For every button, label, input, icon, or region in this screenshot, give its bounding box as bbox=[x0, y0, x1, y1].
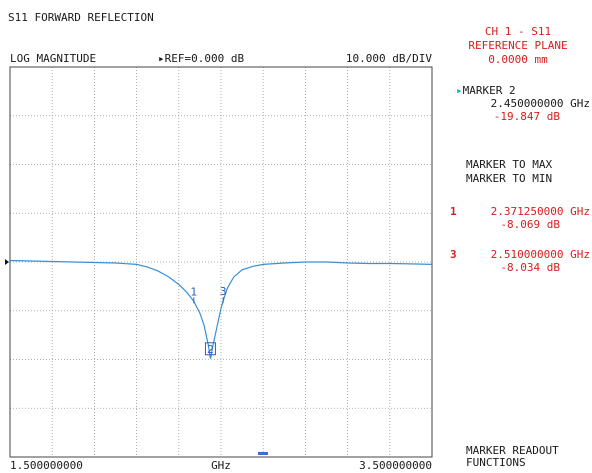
display-title: S11 FORWARD REFLECTION bbox=[8, 11, 154, 24]
marker-1-label: 1 bbox=[190, 285, 197, 298]
stop-frequency: 3.500000000 bbox=[359, 459, 432, 472]
active-marker-value: -19.847 dB bbox=[493, 110, 560, 123]
marker-3-number: 3 bbox=[450, 248, 457, 261]
marker-2-label: 2 bbox=[207, 343, 214, 356]
active-marker-softkey[interactable]: ▸MARKER 2 bbox=[456, 85, 516, 97]
marker-1-frequency: 2.371250000 GHz bbox=[490, 205, 590, 218]
reference-value: REF=0.000 dB bbox=[164, 52, 245, 65]
active-marker-pointer-icon: ▸ bbox=[456, 84, 463, 97]
reference-pointer-icon: ▸ bbox=[158, 52, 165, 65]
reference-plane-label: REFERENCE PLANE bbox=[468, 39, 568, 52]
readout-functions-line-1: MARKER READOUT bbox=[466, 444, 559, 457]
start-frequency: 1.500000000 bbox=[10, 459, 83, 472]
trace-line bbox=[9, 259, 433, 359]
active-marker-frequency: 2.450000000 GHz bbox=[490, 97, 590, 110]
marker-2-box bbox=[204, 342, 216, 356]
readout-functions-line-2: FUNCTIONS bbox=[466, 456, 526, 469]
graticule bbox=[10, 67, 432, 457]
marker-to-max-softkey[interactable]: MARKER TO MAX bbox=[466, 158, 553, 171]
marker-1-number: 1 bbox=[450, 205, 457, 218]
marker-to-min-softkey[interactable]: MARKER TO MIN bbox=[466, 172, 553, 185]
marker-3-frequency: 2.510000000 GHz bbox=[490, 248, 590, 261]
sweep-position-indicator bbox=[258, 452, 268, 455]
plot-frame bbox=[9, 66, 433, 458]
reference-plane-value: 0.0000 mm bbox=[488, 53, 548, 66]
active-marker-label: MARKER 2 bbox=[462, 84, 516, 97]
frequency-unit: GHz bbox=[211, 459, 231, 472]
trace-markers: 1 2 3 bbox=[190, 285, 226, 356]
marker-1-value: -8.069 dB bbox=[500, 218, 560, 231]
marker-readout-functions-softkey[interactable]: MARKER READOUT FUNCTIONS bbox=[466, 445, 559, 469]
reference-level-arrow bbox=[5, 259, 9, 265]
scale-readout: 10.000 dB/DIV bbox=[345, 52, 432, 65]
format-label: LOG MAGNITUDE bbox=[10, 52, 97, 65]
marker-3-value: -8.034 dB bbox=[500, 261, 560, 274]
channel-label: CH 1 - S11 bbox=[484, 25, 552, 38]
reference-readout: ▸REF=0.000 dB bbox=[158, 53, 244, 65]
marker-3-label: 3 bbox=[220, 285, 227, 298]
